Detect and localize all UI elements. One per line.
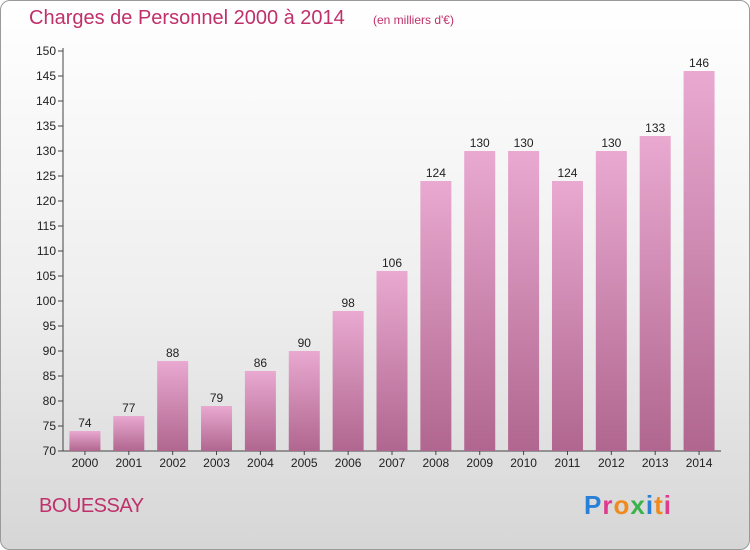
x-tick-label: 2009 bbox=[466, 456, 493, 470]
bar bbox=[113, 416, 145, 451]
bar-value-label: 130 bbox=[470, 136, 490, 150]
x-tick-label: 2006 bbox=[335, 456, 362, 470]
y-tick-label: 130 bbox=[36, 144, 56, 158]
bar bbox=[157, 361, 189, 451]
bar-value-label: 146 bbox=[689, 56, 709, 70]
x-tick-label: 2011 bbox=[555, 456, 581, 470]
y-tick-label: 70 bbox=[43, 444, 57, 458]
y-tick-label: 120 bbox=[36, 194, 56, 208]
y-tick-label: 110 bbox=[37, 244, 56, 258]
x-tick-label: 2010 bbox=[510, 456, 537, 470]
x-tick-label: 2014 bbox=[686, 456, 713, 470]
bar bbox=[551, 181, 583, 451]
x-tick-label: 2001 bbox=[115, 456, 142, 470]
bar-value-label: 79 bbox=[210, 391, 224, 405]
y-tick-label: 100 bbox=[36, 294, 56, 308]
bar bbox=[332, 311, 364, 451]
bar-value-label: 130 bbox=[514, 136, 534, 150]
bar bbox=[464, 151, 496, 451]
x-tick-label: 2004 bbox=[247, 456, 274, 470]
y-tick-label: 140 bbox=[36, 94, 56, 108]
x-tick-label: 2005 bbox=[291, 456, 318, 470]
bar-value-label: 90 bbox=[298, 336, 312, 350]
chart-subtitle: (en milliers d'€) bbox=[373, 13, 454, 27]
y-tick-label: 80 bbox=[43, 394, 57, 408]
bar-value-label: 124 bbox=[557, 166, 577, 180]
bar-value-label: 88 bbox=[166, 346, 180, 360]
bar bbox=[244, 371, 276, 451]
x-tick-label: 2012 bbox=[598, 456, 625, 470]
y-tick-label: 150 bbox=[36, 44, 56, 58]
bar bbox=[420, 181, 452, 451]
bar-value-label: 86 bbox=[254, 356, 268, 370]
x-tick-label: 2000 bbox=[72, 456, 99, 470]
bar bbox=[595, 151, 627, 451]
y-tick-label: 125 bbox=[36, 169, 56, 183]
bar bbox=[201, 406, 233, 451]
y-tick-label: 75 bbox=[43, 419, 57, 433]
bar-value-label: 106 bbox=[382, 256, 402, 270]
bar bbox=[508, 151, 540, 451]
chart-title: Charges de Personnel 2000 à 2014 bbox=[29, 7, 345, 29]
y-tick-label: 85 bbox=[43, 369, 57, 383]
y-tick-label: 135 bbox=[36, 119, 56, 133]
bar-value-label: 74 bbox=[78, 416, 92, 430]
bar bbox=[639, 136, 671, 451]
y-tick-label: 95 bbox=[43, 319, 57, 333]
bar-value-label: 130 bbox=[601, 136, 621, 150]
x-tick-label: 2002 bbox=[159, 456, 186, 470]
proxiti-logo: Proxiti bbox=[584, 490, 672, 520]
bar bbox=[376, 271, 408, 451]
bar bbox=[288, 351, 320, 451]
bar bbox=[683, 71, 715, 451]
x-tick-label: 2003 bbox=[203, 456, 230, 470]
y-tick-label: 105 bbox=[36, 269, 56, 283]
y-tick-label: 145 bbox=[36, 69, 56, 83]
bar bbox=[69, 431, 101, 451]
x-tick-label: 2008 bbox=[423, 456, 450, 470]
x-tick-label: 2007 bbox=[379, 456, 406, 470]
commune-name: BOUESSAY bbox=[39, 495, 144, 517]
bar-value-label: 98 bbox=[341, 296, 355, 310]
y-tick-label: 115 bbox=[37, 219, 56, 233]
bar-value-label: 124 bbox=[426, 166, 446, 180]
x-tick-label: 2013 bbox=[642, 456, 669, 470]
bar-value-label: 133 bbox=[645, 121, 665, 135]
y-tick-label: 90 bbox=[43, 344, 57, 358]
bar-value-label: 77 bbox=[122, 401, 136, 415]
